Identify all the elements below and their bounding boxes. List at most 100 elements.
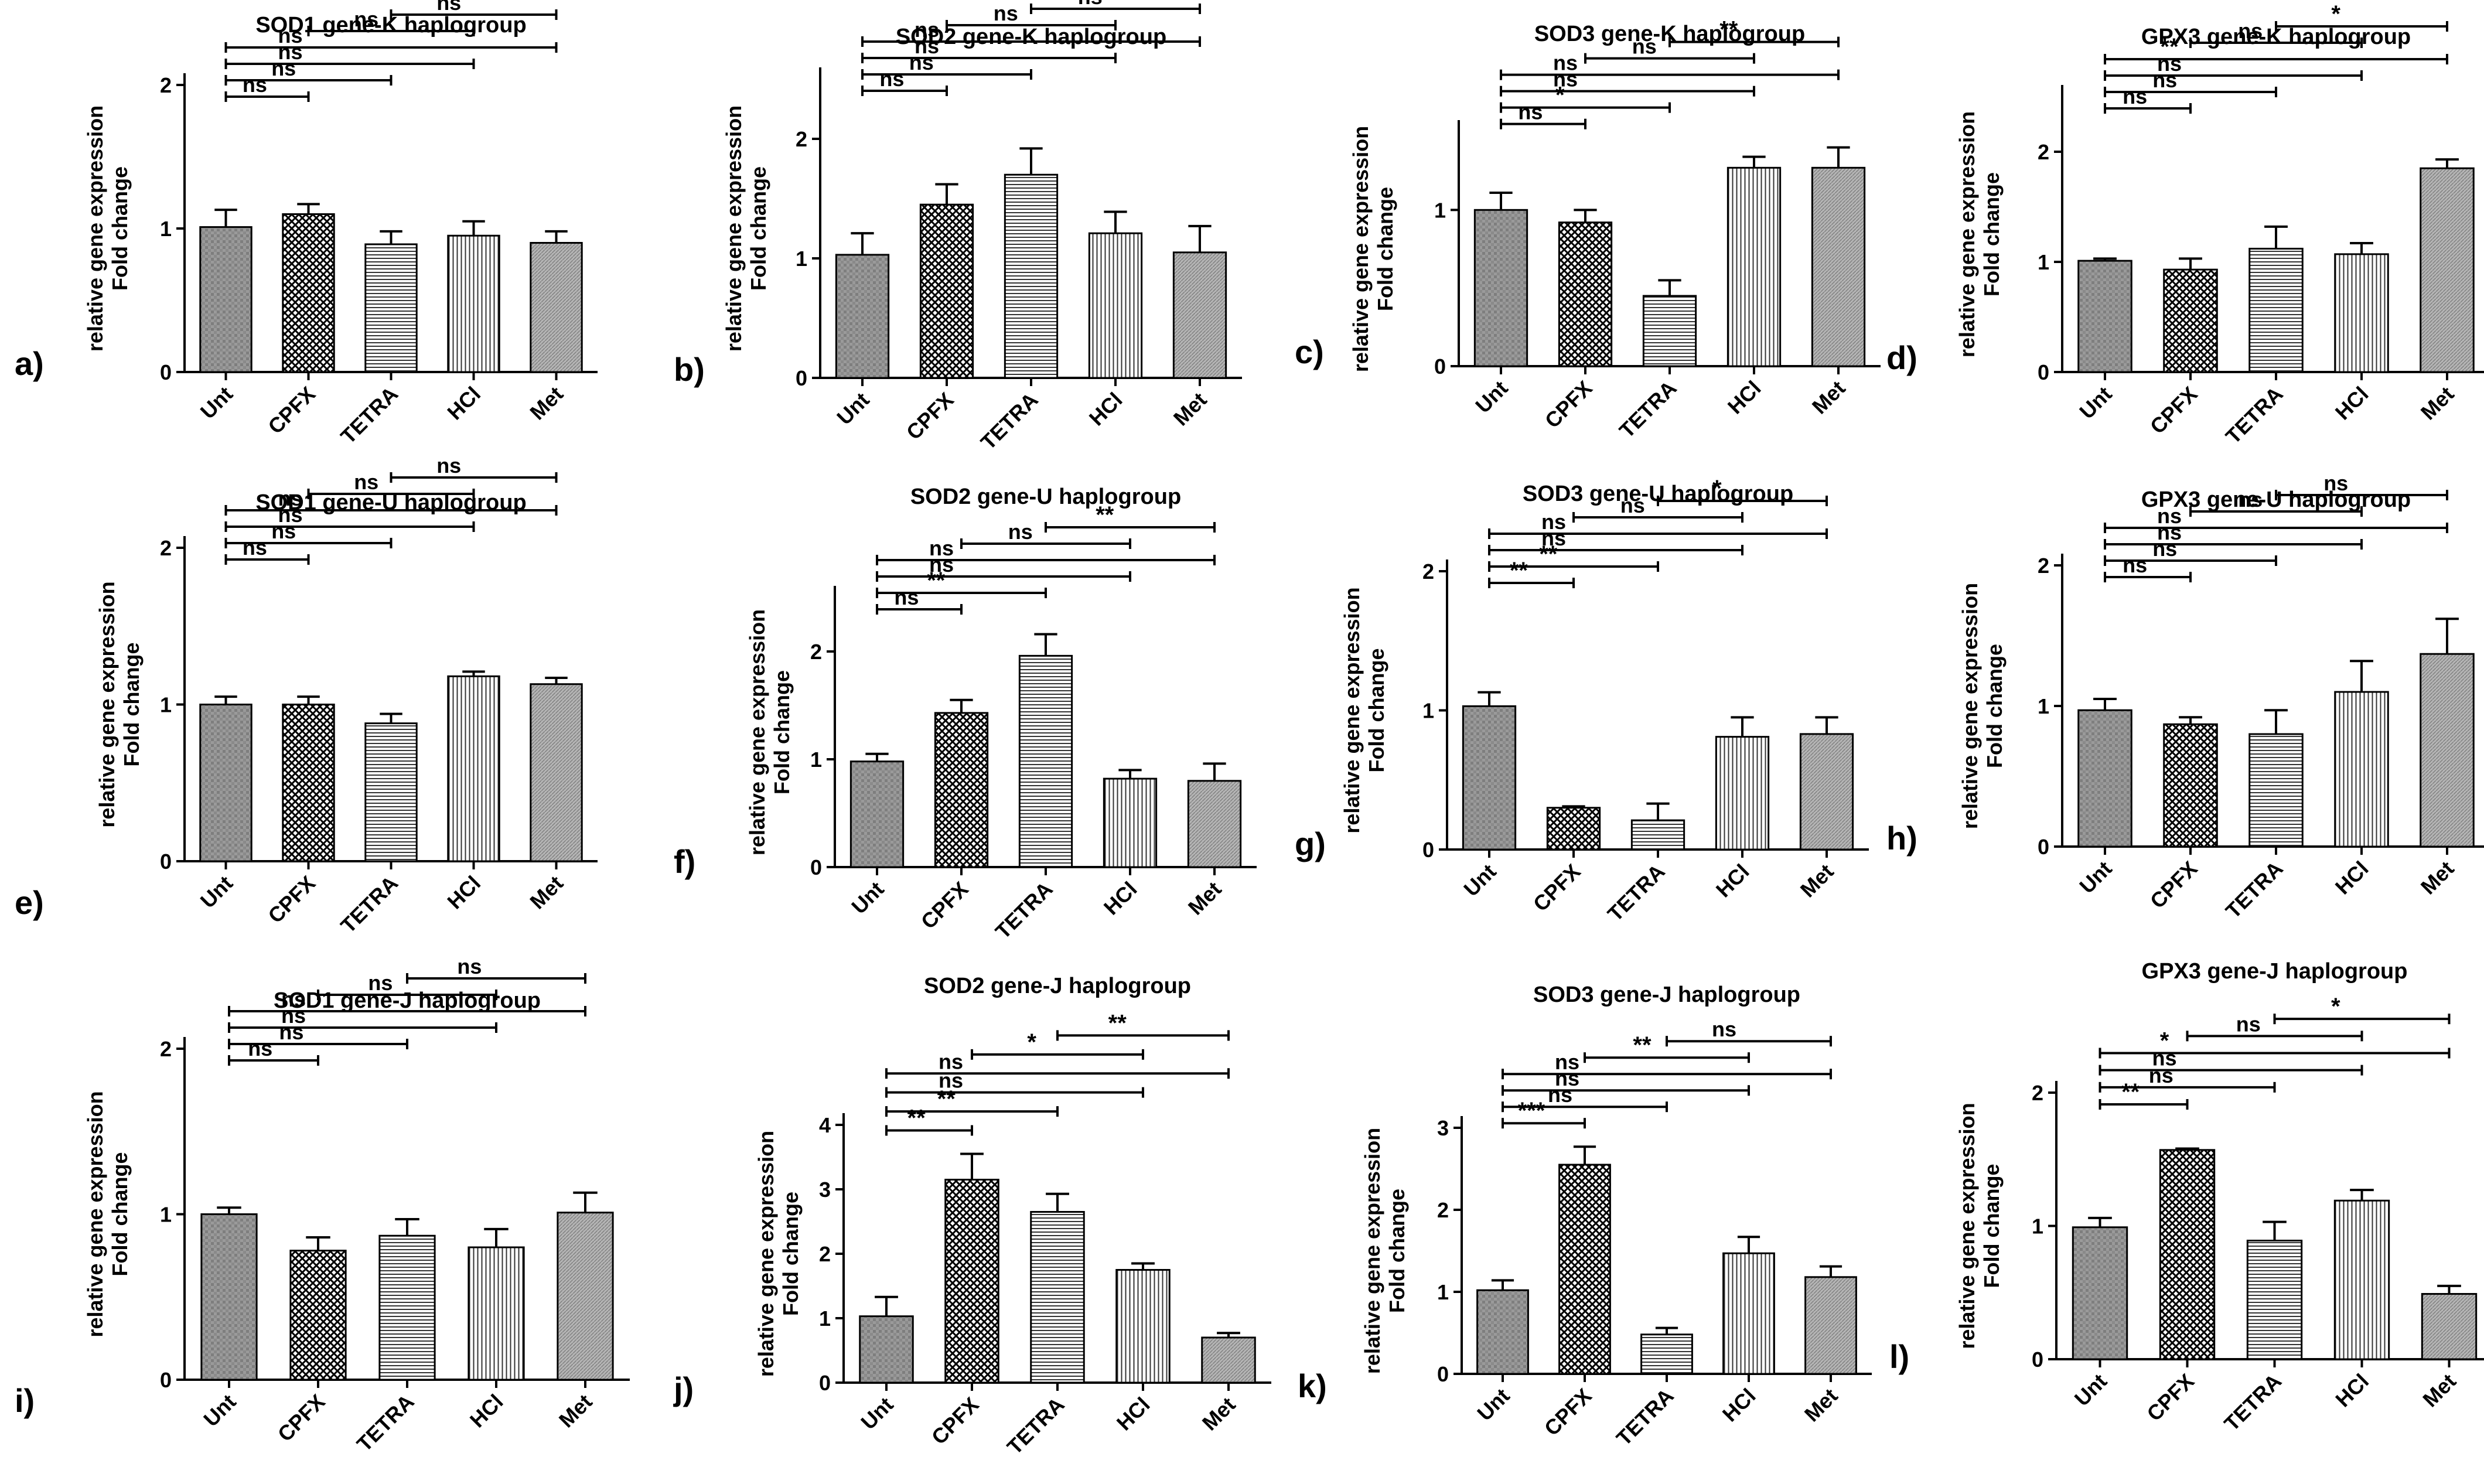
- x-tick-label: Met: [554, 1390, 597, 1432]
- x-tick-label: TETRA: [1615, 376, 1681, 443]
- x-tick-label: Met: [1183, 877, 1226, 920]
- x-tick-label: Unt: [2074, 382, 2116, 424]
- x-tick-label: Unt: [196, 382, 237, 424]
- x-tick-label: CPFX: [916, 877, 973, 934]
- bar: [1546, 807, 1601, 851]
- chart-title: SOD1 gene-J haplogroup: [274, 988, 541, 1013]
- y-axis-label: Fold change: [120, 642, 144, 766]
- significance-label: ns: [1008, 520, 1033, 544]
- significance-label: ns: [2152, 537, 2177, 561]
- y-tick-label: 2: [160, 536, 172, 560]
- y-axis-label: Fold change: [1364, 648, 1388, 772]
- y-axis-label: Fold change: [108, 166, 132, 291]
- bar: [1799, 733, 1854, 851]
- y-axis-label: Fold change: [1980, 1164, 2004, 1288]
- bar: [1811, 166, 1866, 367]
- x-tick-label: TETRA: [1612, 1384, 1678, 1451]
- bar: [1473, 209, 1528, 367]
- x-tick-label: TETRA: [1002, 1393, 1069, 1459]
- bar: [1462, 705, 1517, 851]
- panel-letter: b): [674, 351, 705, 388]
- bar: [1115, 1269, 1171, 1384]
- y-tick-label: 1: [160, 693, 172, 717]
- y-tick-label: 2: [2038, 140, 2049, 164]
- significance-label: ns: [894, 585, 919, 609]
- y-tick-label: 2: [1437, 1198, 1449, 1222]
- bar: [1642, 295, 1697, 367]
- y-axis-label: Fold change: [1983, 644, 2007, 768]
- significance-label: ns: [2323, 471, 2348, 495]
- bar: [944, 1179, 999, 1384]
- significance-label: ns: [1712, 1017, 1736, 1041]
- x-tick-label: CPFX: [273, 1390, 330, 1447]
- significance-label: *: [1027, 1029, 1036, 1055]
- y-tick-label: 2: [796, 127, 807, 151]
- bar: [2420, 167, 2475, 373]
- y-tick-label: 0: [160, 1368, 172, 1392]
- significance-label: *: [1555, 83, 1565, 108]
- y-axis-label: relative gene expression: [1340, 587, 1364, 833]
- x-tick-label: TETRA: [336, 382, 402, 449]
- significance-label: ns: [281, 1004, 306, 1028]
- x-tick-label: Met: [2416, 857, 2459, 899]
- significance-label: ns: [278, 486, 302, 510]
- y-axis-label: relative gene expression: [745, 609, 769, 855]
- x-tick-label: CPFX: [263, 871, 320, 928]
- x-tick-label: HCl: [1112, 1393, 1155, 1435]
- bar: [468, 1246, 525, 1381]
- x-tick-label: CPFX: [902, 388, 958, 445]
- x-tick-label: CPFX: [1540, 1384, 1596, 1441]
- significance-label: ns: [368, 971, 393, 995]
- bar: [1004, 173, 1059, 379]
- x-tick-label: TETRA: [336, 871, 402, 938]
- significance-label: ns: [2149, 1063, 2174, 1087]
- y-tick-label: 2: [160, 73, 172, 97]
- significance-label: ns: [457, 954, 482, 978]
- x-tick-label: HCl: [1084, 388, 1127, 431]
- y-axis-label: Fold change: [770, 670, 794, 794]
- panel-letter: f): [674, 843, 695, 880]
- bar: [1715, 736, 1770, 851]
- x-tick-label: Unt: [1472, 1384, 1514, 1425]
- significance-label: ns: [2157, 504, 2182, 528]
- y-tick-label: 1: [2038, 250, 2049, 274]
- x-tick-label: CPFX: [1528, 859, 1585, 916]
- significance-label: ns: [1541, 526, 1566, 550]
- significance-label: ns: [248, 1036, 272, 1060]
- bar: [2421, 1293, 2478, 1360]
- panel-letter: h): [1886, 820, 1917, 857]
- panel-letter: e): [15, 884, 44, 921]
- y-axis-label: Fold change: [779, 1192, 803, 1316]
- y-tick-label: 1: [1437, 1280, 1449, 1304]
- x-tick-label: Met: [525, 382, 568, 425]
- x-tick-label: Met: [525, 871, 568, 914]
- x-tick-label: Met: [1197, 1393, 1240, 1435]
- significance-label: ns: [1541, 510, 1566, 534]
- y-tick-label: 0: [1437, 1362, 1449, 1386]
- x-tick-label: Unt: [199, 1390, 240, 1431]
- bar: [2246, 1240, 2303, 1360]
- bar: [1030, 1211, 1085, 1384]
- y-axis-label: Fold change: [1373, 187, 1397, 311]
- bar: [1476, 1289, 1529, 1375]
- significance-label: ns: [1555, 1050, 1579, 1074]
- x-tick-label: Unt: [2074, 857, 2116, 898]
- bar: [1558, 221, 1613, 367]
- y-tick-label: 0: [2032, 1347, 2043, 1372]
- significance-label: ns: [243, 535, 267, 560]
- y-tick-label: 1: [1434, 198, 1446, 222]
- bar: [849, 760, 905, 868]
- bar: [2163, 723, 2218, 848]
- bar: [530, 683, 583, 862]
- y-axis-label: relative gene expression: [1958, 583, 1982, 829]
- significance-label: *: [2331, 1, 2340, 27]
- x-tick-label: Unt: [832, 388, 874, 429]
- x-tick-label: Met: [1807, 376, 1850, 419]
- y-tick-label: 1: [2032, 1215, 2043, 1239]
- x-tick-label: Unt: [1470, 376, 1512, 418]
- y-axis-label: relative gene expression: [83, 1091, 107, 1337]
- x-tick-label: Met: [2418, 1369, 2461, 1412]
